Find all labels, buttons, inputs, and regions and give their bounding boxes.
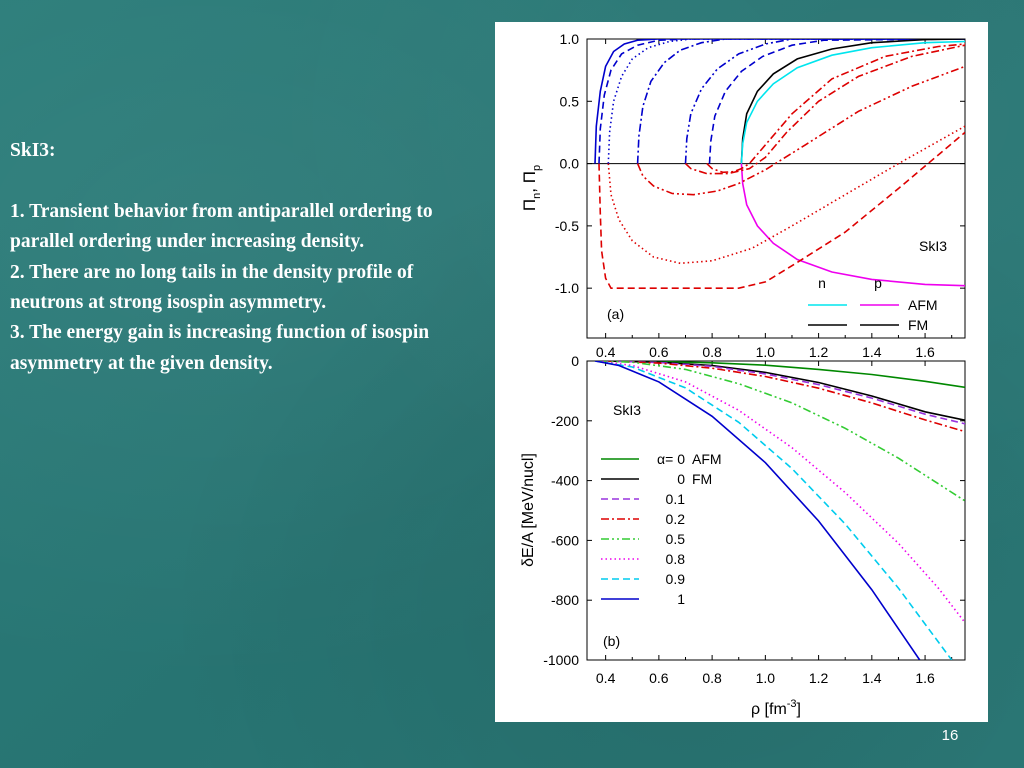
figure-svg: 0.4 0.6 0.8 1.0 1.2 1.4 1.6 1.0 0.5 0.0 -0.5 -1.0 (a… <box>520 31 966 718</box>
series-line-n-alpha-09 <box>598 39 965 164</box>
x-tick-label: 0.8 <box>702 670 722 686</box>
x-axis-label-b: ρ [fm-3] <box>751 698 801 718</box>
plot-frame <box>586 38 966 339</box>
chart-panel-b: 0.4 0.6 0.8 1.0 1.2 1.4 1.6 0 -200 -400 -600 -800 -1… <box>543 353 966 686</box>
series-line-p-alpha-02 <box>684 44 965 175</box>
series-line-n-alpha-02 <box>684 39 965 164</box>
x-tick-label: 1.4 <box>862 344 882 360</box>
series-group <box>594 39 965 289</box>
y-tick-label: -1000 <box>543 652 579 668</box>
x-tick-label: 0.4 <box>596 670 616 686</box>
legend-alpha-label: 0 <box>677 471 685 487</box>
y-tick-label: 0.5 <box>560 93 580 109</box>
x-label-exponent: -3 <box>787 698 797 710</box>
series-line-n-alpha-05 <box>636 39 965 164</box>
x-tick-label: 1.6 <box>915 670 935 686</box>
series-line-p-alpha-09 <box>598 131 965 289</box>
y-tick-label: -1.0 <box>555 280 579 296</box>
series-line-alpha-1 <box>594 361 921 660</box>
series-line-n-alpha-01 <box>708 39 965 164</box>
legend-alpha-label: 0.8 <box>666 551 686 567</box>
y-tick-label: 1.0 <box>560 31 580 47</box>
x-tick-label: 1.2 <box>809 344 829 360</box>
x-tick-label: 0.4 <box>596 344 616 360</box>
x-tick-label: 1.4 <box>862 670 882 686</box>
series-line-alpha-0-afm <box>605 361 965 389</box>
series-line-n-alpha-1 <box>594 39 965 164</box>
legend-order-label: FM <box>692 471 712 487</box>
slide-heading: SkI3: <box>10 140 56 161</box>
model-label: SkI3 <box>613 402 641 418</box>
model-label: SkI3 <box>919 238 947 254</box>
chart-panel-a: 0.4 0.6 0.8 1.0 1.2 1.4 1.6 1.0 0.5 0.0 -0.5 -1.0 (a… <box>555 31 966 360</box>
x-label-base: ρ [fm <box>751 701 787 718</box>
y-axis-label-a: Πn, Πp <box>520 165 543 211</box>
x-tick-label: 1.0 <box>756 344 776 360</box>
series-line-n-alpha-0-afm <box>740 40 965 164</box>
slide-number: 16 <box>941 727 959 744</box>
x-tick-label: 1.6 <box>915 344 935 360</box>
series-group <box>594 361 965 660</box>
y-label-part: , Π <box>520 171 539 193</box>
legend-order-label: AFM <box>692 451 722 467</box>
series-line-p-alpha-0-afm <box>740 163 965 287</box>
y-tick-label: -400 <box>551 473 579 489</box>
panel-label: (b) <box>603 633 620 649</box>
y-tick-label: 0 <box>571 353 579 369</box>
legend-alpha-label: α= 0 <box>657 451 685 467</box>
series-line-alpha-02 <box>605 361 965 433</box>
point-2: 2. There are no long tails in the densit… <box>10 261 414 314</box>
figure-panel: 0.4 0.6 0.8 1.0 1.2 1.4 1.6 1.0 0.5 0.0 -0.5 -1.0 (a… <box>495 22 988 722</box>
slide-text-block: SkI3: 1. Transient behavior from antipar… <box>10 136 488 379</box>
y-label-part: Π <box>520 199 539 211</box>
y-tick-label: -800 <box>551 592 579 608</box>
series-line-alpha-01 <box>605 361 965 425</box>
point-1: 1. Transient behavior from antiparallel … <box>10 200 433 253</box>
series-line-alpha-05 <box>600 361 965 502</box>
x-tick-label: 1.2 <box>809 670 829 686</box>
series-line-alpha-08 <box>597 361 965 624</box>
series-line-p-alpha-05 <box>636 65 965 196</box>
y-axis-label-b: δE/A [MeV/nucl] <box>520 453 537 567</box>
legend-alpha-label: 0.1 <box>666 491 686 507</box>
y-label-subscript: n <box>531 193 543 199</box>
x-label-end: ] <box>797 701 801 718</box>
legend-alpha-label: 0.9 <box>666 571 686 587</box>
series-line-n-alpha-08 <box>607 39 965 164</box>
plot-frame <box>586 360 966 661</box>
y-label-subscript: p <box>531 165 543 171</box>
series-line-alpha-09 <box>594 361 953 660</box>
legend-header-p: p <box>874 275 882 291</box>
x-tick-label: 0.8 <box>702 344 722 360</box>
point-3: 3. The energy gain is increasing functio… <box>10 322 430 374</box>
legend-alpha-label: 0.5 <box>666 531 686 547</box>
legend-alpha-label: 0.2 <box>666 511 686 527</box>
y-tick-label: -600 <box>551 532 579 548</box>
legend-alpha-label: 1 <box>677 591 685 607</box>
series-line-p-alpha-01 <box>706 43 965 174</box>
series-line-p-alpha-08 <box>607 125 965 265</box>
y-tick-label: -0.5 <box>555 218 579 234</box>
y-tick-label: -200 <box>551 413 579 429</box>
legend-label-fm: FM <box>908 317 928 333</box>
x-tick-label: 1.0 <box>756 670 776 686</box>
series-line-alpha-0-fm <box>605 361 965 421</box>
y-tick-label: 0.0 <box>560 156 580 172</box>
legend-header-n: n <box>818 275 826 291</box>
legend-label-afm: AFM <box>908 297 938 313</box>
panel-label: (a) <box>607 306 624 322</box>
series-line-n-alpha-0-fm <box>740 39 965 164</box>
x-tick-label: 0.6 <box>649 344 669 360</box>
x-tick-label: 0.6 <box>649 670 669 686</box>
